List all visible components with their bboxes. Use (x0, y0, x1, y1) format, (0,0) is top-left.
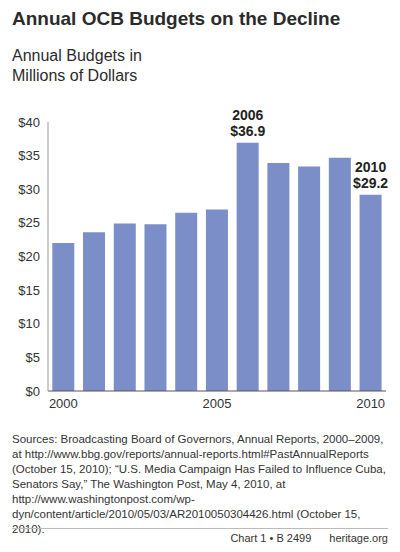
html-text:Annual Budgets in Millions of: Annual Budgets in Millions of Dollars (12, 47, 142, 84)
svg-text:2006: 2006 (232, 107, 263, 123)
svg-text:$0: $0 (26, 384, 40, 399)
svg-text:$25: $25 (18, 215, 40, 230)
html-text:Annual OCB Budgets on the Decl: Annual OCB Budgets on the Decline (12, 8, 341, 29)
svg-text:$15: $15 (18, 283, 40, 298)
svg-text:2010: 2010 (355, 159, 386, 175)
svg-text:$35: $35 (18, 148, 40, 163)
svg-text:2000: 2000 (49, 396, 78, 411)
html-text:Sources: Broadcasting Board of: Sources: Broadcasting Board of Governors… (12, 433, 386, 535)
html-text:Chart 1 • B 2499: Chart 1 • B 2499 (230, 532, 312, 544)
svg-text:2010: 2010 (356, 396, 385, 411)
svg-text:$29.2: $29.2 (353, 175, 388, 191)
svg-text:$30: $30 (18, 182, 40, 197)
svg-text:$36.9: $36.9 (230, 123, 265, 139)
svg-text:$40: $40 (18, 115, 40, 130)
html-text:heritage.org: heritage.org (329, 532, 388, 544)
svg-text:$20: $20 (18, 249, 40, 264)
svg-text:$10: $10 (18, 316, 40, 331)
svg-text:2005: 2005 (203, 396, 232, 411)
svg-text:$5: $5 (26, 350, 40, 365)
